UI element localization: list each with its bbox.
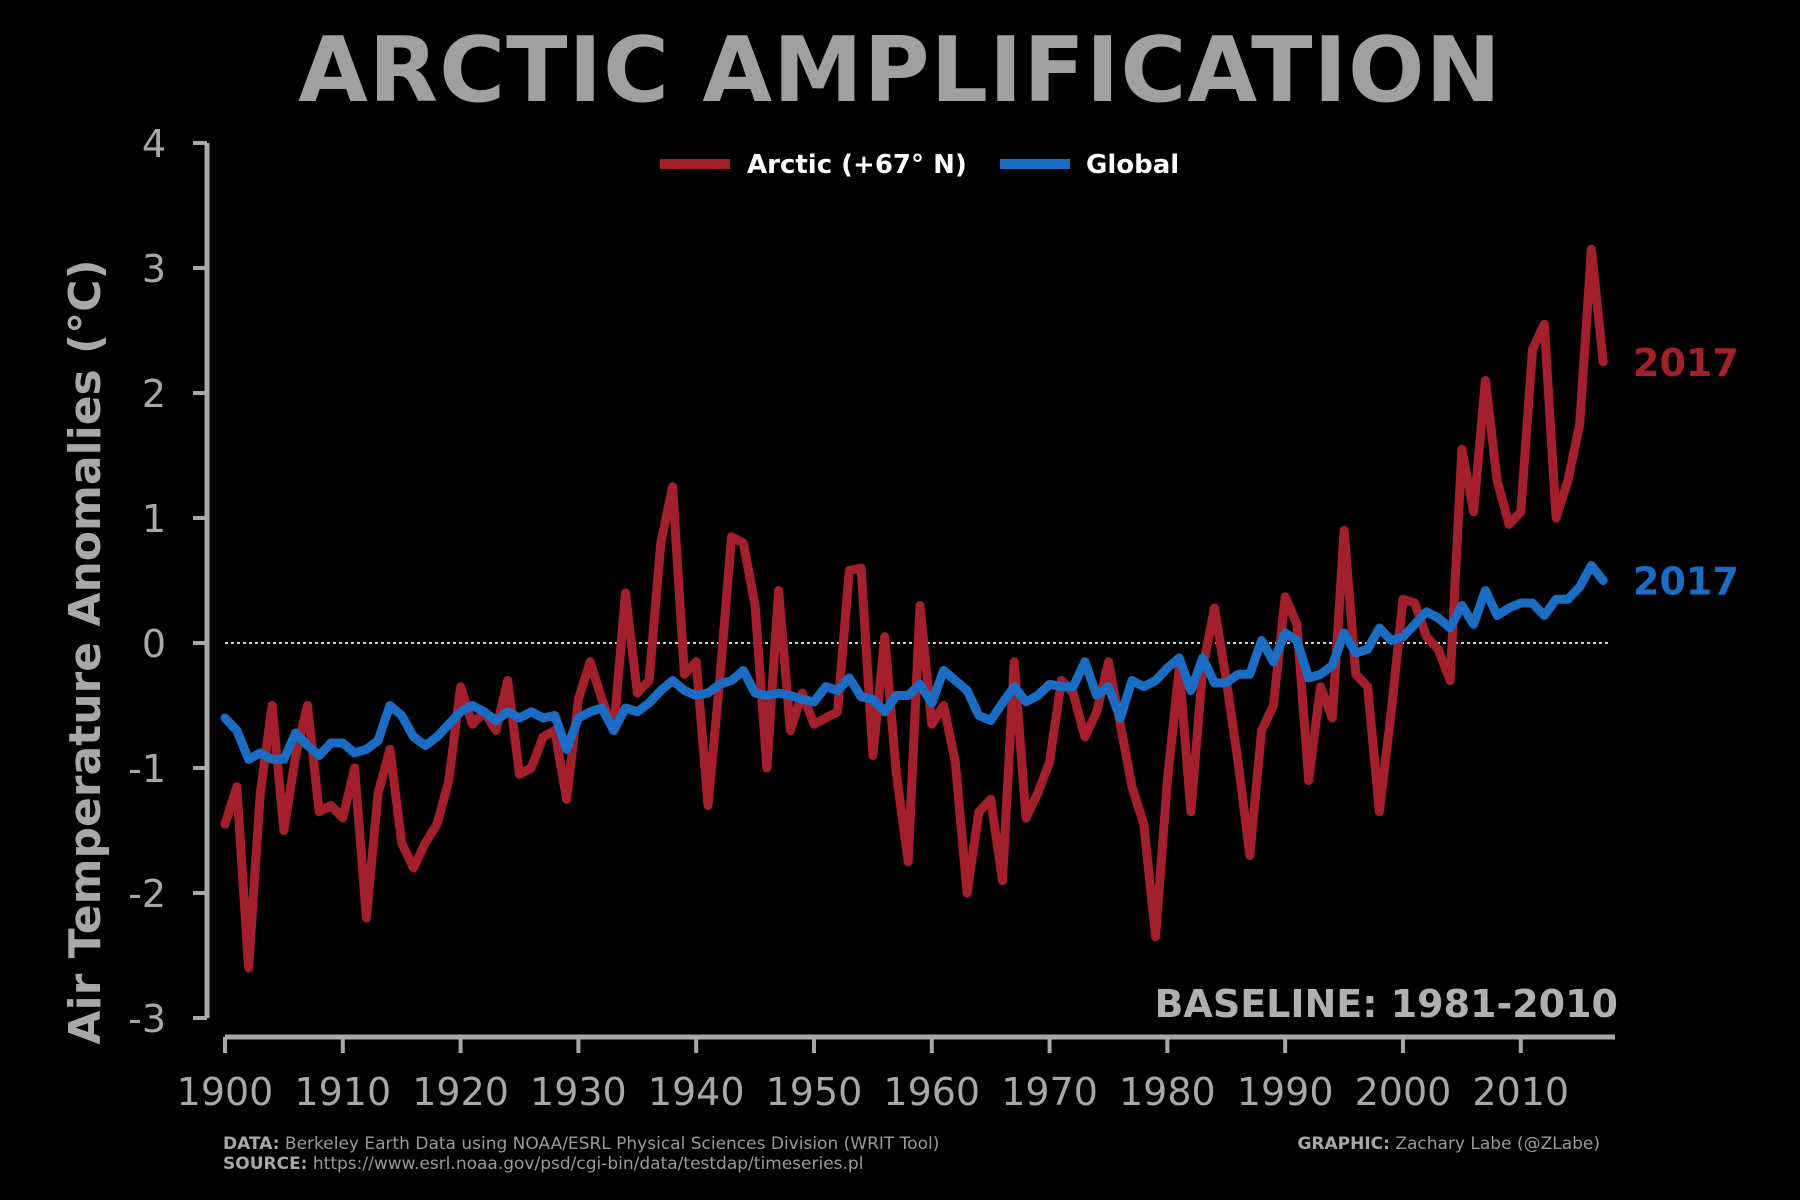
x-tick-label: 2010: [1472, 1070, 1569, 1114]
x-tick-label: 1950: [766, 1070, 863, 1114]
source-label: SOURCE:: [223, 1154, 308, 1174]
series-line-arctic: [220, 244, 1608, 973]
legend-label: Global: [1086, 150, 1179, 180]
series-line-global: [220, 561, 1608, 764]
legend-label: Arctic (+67° N): [747, 150, 967, 180]
y-tick-label: 1: [142, 497, 166, 541]
x-tick-label: 1930: [530, 1070, 627, 1114]
y-tick-label: -2: [128, 872, 166, 916]
data-label: DATA:: [223, 1134, 280, 1154]
x-tick-label: 1960: [883, 1070, 980, 1114]
baseline-note: BASELINE: 1981-2010: [1154, 982, 1618, 1026]
y-tick-label: -1: [128, 747, 166, 791]
x-tick-label: 1900: [177, 1070, 274, 1114]
footer-graphic: GRAPHIC: Zachary Labe (@ZLabe): [1297, 1134, 1600, 1154]
x-tick-label: 1920: [412, 1070, 509, 1114]
x-tick-label: 1940: [648, 1070, 745, 1114]
x-tick-label: 1990: [1237, 1070, 1334, 1114]
legend: Arctic (+67° N) Global: [660, 150, 1179, 180]
series-end-label: 2017: [1633, 341, 1739, 385]
y-tick-label: 2: [142, 372, 166, 416]
y-tick-label: 4: [142, 122, 166, 166]
x-tick-label: 2000: [1355, 1070, 1452, 1114]
data-text: Berkeley Earth Data using NOAA/ESRL Phys…: [284, 1134, 940, 1154]
x-tick-label: 1970: [1001, 1070, 1098, 1114]
y-tick-label: 3: [142, 247, 166, 291]
x-tick-label: 1910: [294, 1070, 391, 1114]
footer-credits: DATA: Berkeley Earth Data using NOAA/ESR…: [223, 1134, 939, 1174]
y-axis-label: Air Temperature Anomalies (°C): [60, 259, 111, 1044]
graphic-text: Zachary Labe (@ZLabe): [1395, 1134, 1600, 1154]
chart-title: ARCTIC AMPLIFICATION: [298, 18, 1502, 123]
y-tick-label: 0: [142, 622, 166, 666]
y-tick-label: -3: [128, 997, 166, 1041]
source-text: https://www.esrl.noaa.gov/psd/cgi-bin/da…: [312, 1154, 864, 1174]
axes: -3 -2 -1 0 1 2 3 4 1900 1910 1920 1930 1940 1950 1960 1…: [128, 122, 1615, 1114]
series-end-label: 2017: [1633, 560, 1739, 604]
x-tick-label: 1980: [1119, 1070, 1216, 1114]
graphic-label: GRAPHIC:: [1297, 1134, 1390, 1154]
series-layer: 2017 2017: [220, 244, 1739, 973]
